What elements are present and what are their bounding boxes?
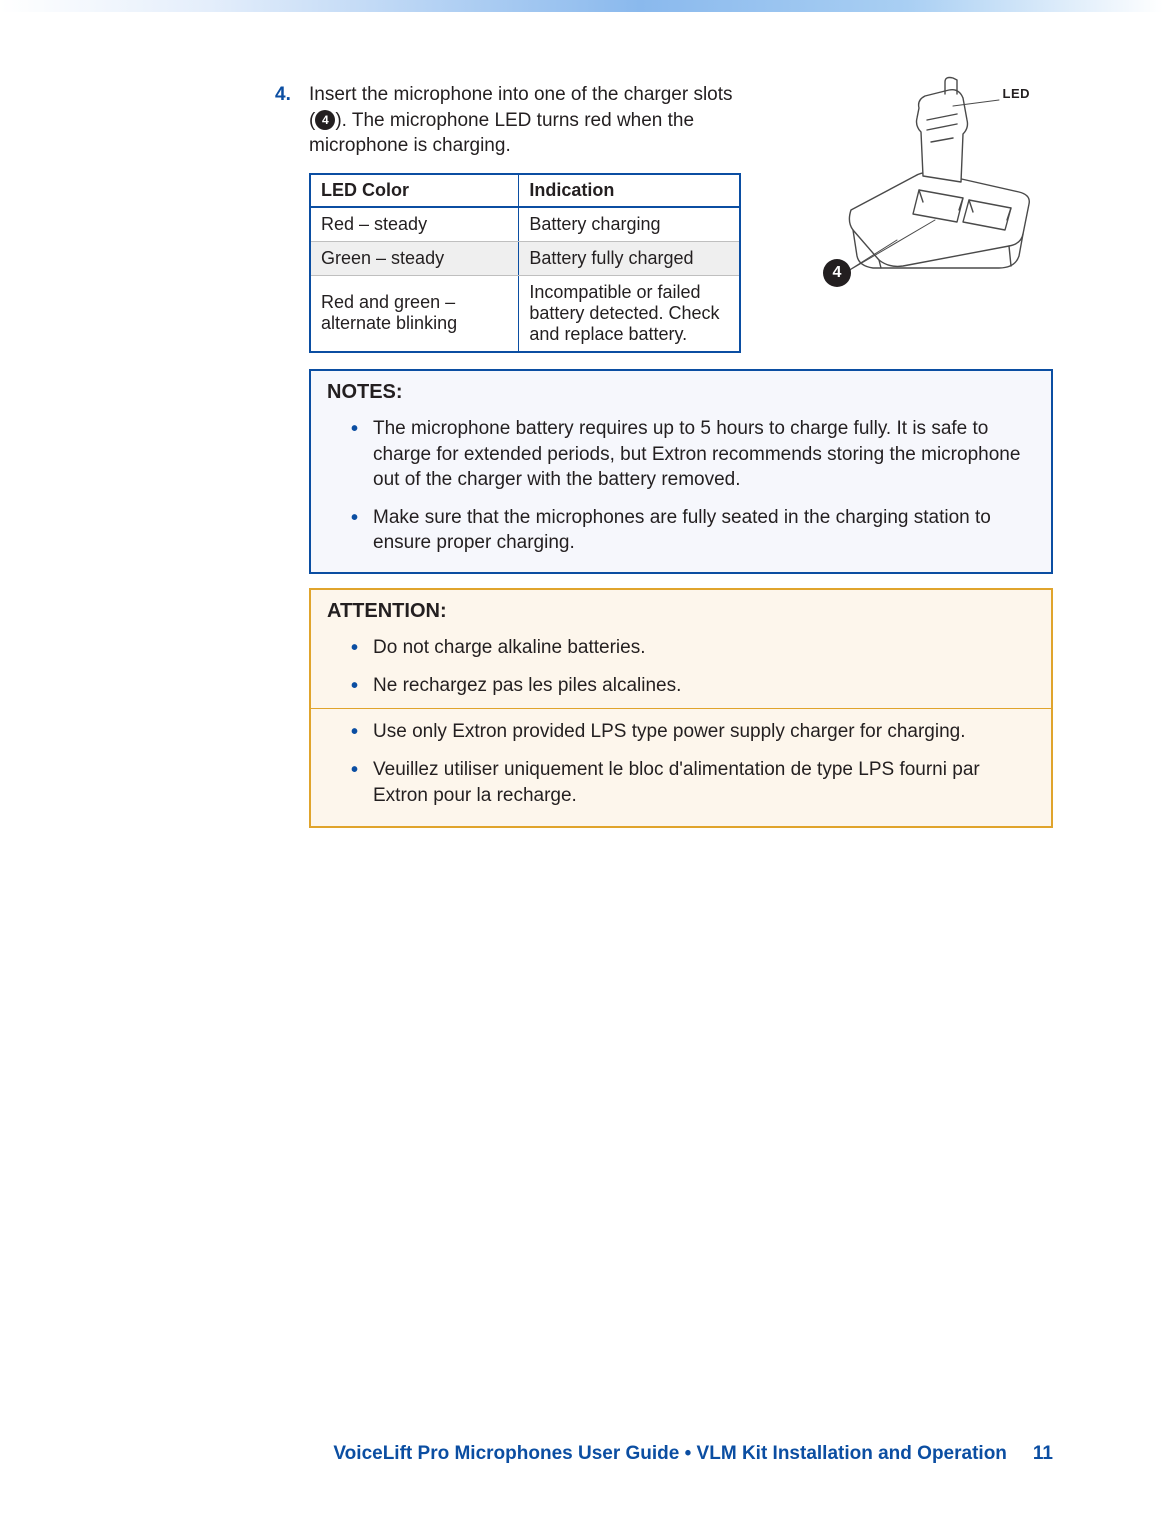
- table-cell: Incompatible or failed battery detected.…: [519, 275, 740, 352]
- table-row: Red and green – alternate blinking Incom…: [310, 275, 740, 352]
- table-cell: Red – steady: [310, 207, 519, 242]
- step-number: 4.: [275, 82, 309, 108]
- step-text: Insert the microphone into one of the ch…: [309, 82, 739, 159]
- attention-heading: ATTENTION:: [327, 600, 1035, 623]
- notes-heading: NOTES:: [327, 381, 1035, 404]
- attention-box: ATTENTION: Do not charge alkaline batter…: [309, 588, 1053, 828]
- inline-callout-4: 4: [315, 110, 335, 130]
- table-cell: Battery charging: [519, 207, 740, 242]
- charger-svg: [823, 70, 1048, 295]
- attention-divider: [311, 708, 1051, 709]
- table-cell: Red and green – alternate blinking: [310, 275, 519, 352]
- page-footer: VoiceLift Pro Microphones User Guide • V…: [333, 1443, 1053, 1465]
- attention-item: Use only Extron provided LPS type power …: [351, 713, 1035, 751]
- notes-box: NOTES: The microphone battery requires u…: [309, 369, 1053, 574]
- page-number: 11: [1033, 1443, 1053, 1465]
- attention-list-1: Do not charge alkaline batteries. Ne rec…: [351, 629, 1035, 704]
- table-cell: Green – steady: [310, 241, 519, 275]
- attention-item: Ne rechargez pas les piles alcalines.: [351, 667, 1035, 705]
- table-header-indication: Indication: [519, 174, 740, 207]
- notes-list: The microphone battery requires up to 5 …: [351, 410, 1035, 562]
- notes-item: The microphone battery requires up to 5 …: [351, 410, 1035, 499]
- attention-item: Do not charge alkaline batteries.: [351, 629, 1035, 667]
- table-header-row: LED Color Indication: [310, 174, 740, 207]
- led-indication-table: LED Color Indication Red – steady Batter…: [309, 173, 741, 353]
- step-text-after: ). The microphone LED turns red when the…: [309, 110, 694, 157]
- attention-item: Veuillez utiliser uniquement le bloc d'a…: [351, 751, 1035, 814]
- table-header-led-color: LED Color: [310, 174, 519, 207]
- charger-diagram: LED: [823, 70, 1048, 295]
- diagram-callout-4: 4: [823, 259, 851, 287]
- attention-list-2: Use only Extron provided LPS type power …: [351, 713, 1035, 814]
- page-body: LED: [0, 12, 1163, 1513]
- table-cell: Battery fully charged: [519, 241, 740, 275]
- footer-title: VoiceLift Pro Microphones User Guide • V…: [333, 1443, 1006, 1465]
- notes-item: Make sure that the microphones are fully…: [351, 499, 1035, 562]
- table-row: Green – steady Battery fully charged: [310, 241, 740, 275]
- table-row: Red – steady Battery charging: [310, 207, 740, 242]
- header-gradient-bar: [0, 0, 1163, 12]
- diagram-led-label: LED: [1003, 86, 1031, 101]
